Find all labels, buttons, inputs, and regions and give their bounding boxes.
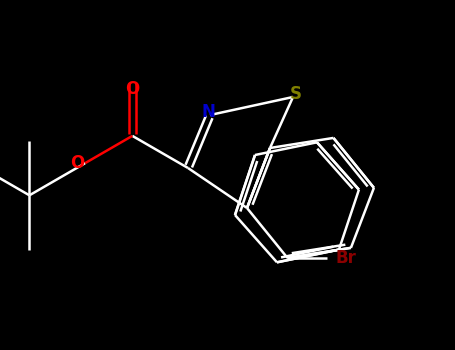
Text: N: N bbox=[201, 103, 215, 121]
Text: O: O bbox=[125, 80, 140, 98]
Text: S: S bbox=[290, 85, 302, 103]
Text: Br: Br bbox=[335, 249, 356, 267]
Text: O: O bbox=[70, 154, 84, 172]
